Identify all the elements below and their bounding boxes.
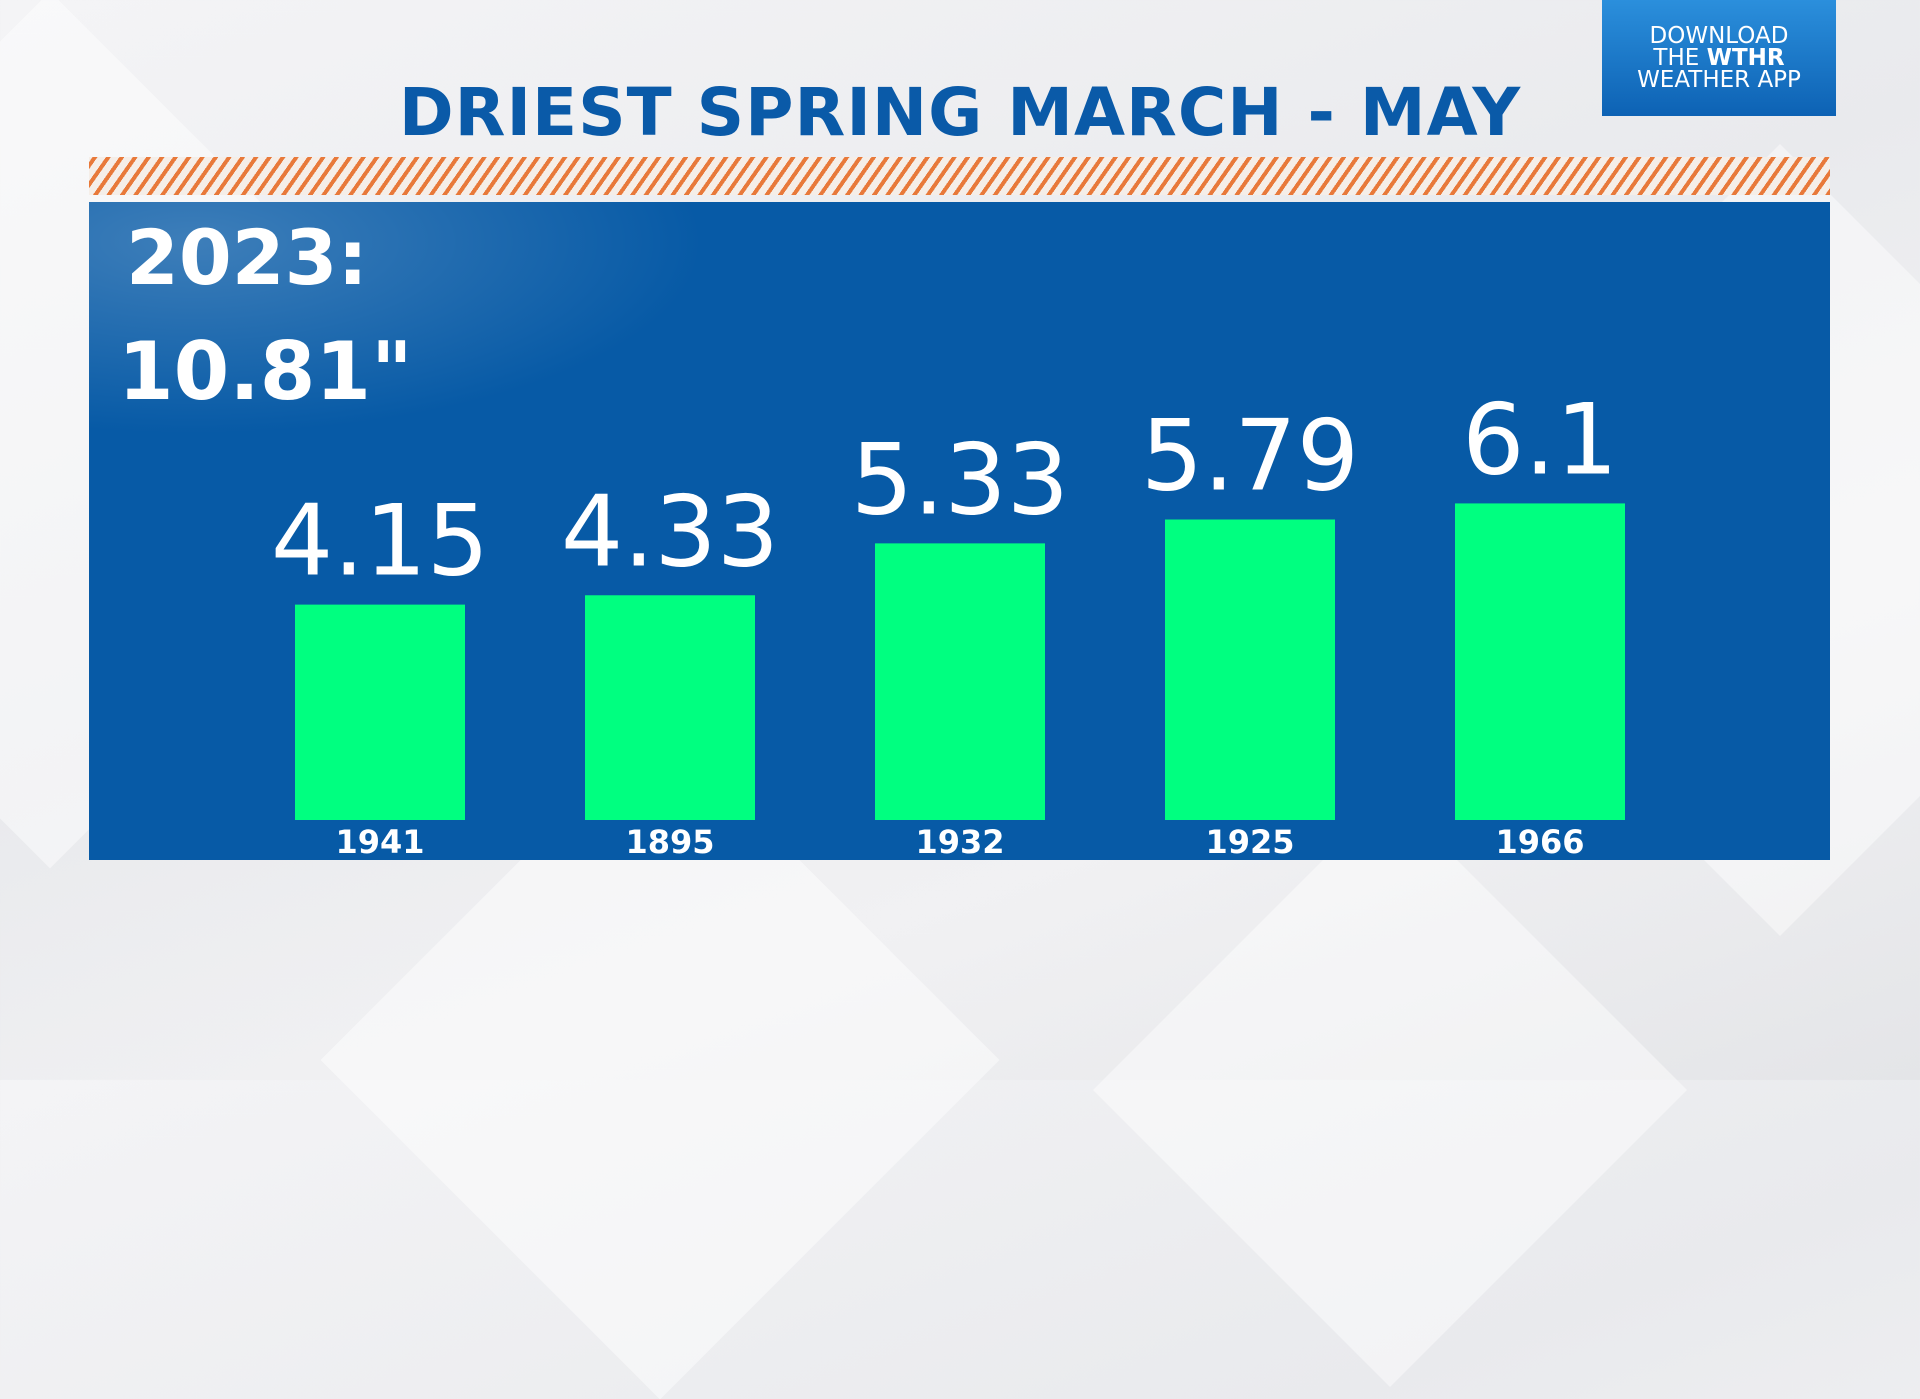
bar-1895 <box>585 595 755 820</box>
hatched-divider <box>89 157 1830 195</box>
badge-line-the-wthr: THE WTHR <box>1602 45 1836 71</box>
value-label-1941: 4.15 <box>271 485 489 599</box>
current-year-label: 2023: <box>126 213 368 302</box>
category-label-1895: 1895 <box>625 823 714 861</box>
value-label-1925: 5.79 <box>1141 399 1359 513</box>
category-label-1932: 1932 <box>915 823 1004 861</box>
download-app-badge[interactable]: DOWNLOAD THE WTHR WEATHER APP <box>1602 0 1836 116</box>
category-label-1941: 1941 <box>335 823 424 861</box>
bar-chart: 4.15 1941 4.33 1895 5.33 1932 5.79 1925 6.1 1966 <box>270 383 1625 861</box>
bar-1925 <box>1165 519 1335 820</box>
category-label-1925: 1925 <box>1205 823 1294 861</box>
badge-the: THE <box>1653 45 1707 71</box>
bar-1941 <box>295 604 465 820</box>
value-label-1932: 5.33 <box>851 423 1069 537</box>
badge-line-download: DOWNLOAD <box>1649 23 1789 49</box>
value-label-1895: 4.33 <box>561 475 779 589</box>
value-label-1966: 6.1 <box>1462 383 1618 497</box>
bar-1932 <box>875 543 1045 820</box>
category-label-1966: 1966 <box>1495 823 1584 861</box>
page-title: DRIEST SPRING MARCH - MAY <box>398 74 1522 151</box>
badge-line-weather-app: WEATHER APP <box>1637 67 1801 93</box>
bar-1966 <box>1455 503 1625 820</box>
badge-brand: WTHR <box>1706 45 1785 71</box>
current-year-value: 10.81" <box>118 325 413 418</box>
